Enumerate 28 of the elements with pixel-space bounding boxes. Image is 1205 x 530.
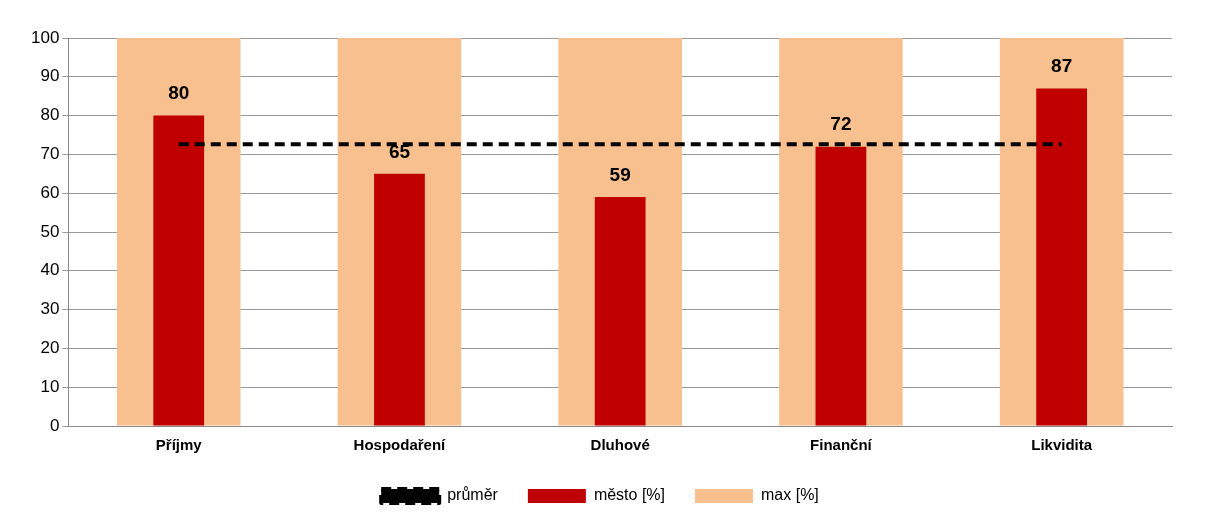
legend-label: max [%] (761, 486, 819, 504)
y-tick-label: 30 (40, 299, 60, 319)
y-tick-label: 60 (40, 182, 60, 202)
x-tick-label: Finanční (810, 436, 873, 454)
y-tick-label: 100 (30, 27, 60, 47)
data-label: 80 (168, 82, 190, 104)
y-tick-label: 20 (40, 338, 60, 358)
bar (153, 115, 205, 426)
y-tick-label: 10 (40, 376, 60, 396)
x-tick-label: Likvidita (1031, 436, 1093, 454)
y-tick-label: 40 (40, 260, 60, 280)
legend-label: průměr (447, 486, 499, 504)
data-label: 59 (609, 163, 631, 185)
y-tick-label: 90 (40, 66, 60, 86)
x-tick-label: Hospodaření (353, 436, 447, 454)
bar (374, 173, 425, 426)
x-tick-label: Příjmy (155, 436, 203, 454)
bar (1036, 88, 1088, 426)
y-tick-label: 50 (40, 221, 60, 241)
data-label: 87 (1051, 55, 1073, 77)
y-tick-label: 70 (40, 144, 60, 164)
x-tick-label: Dluhové (590, 436, 650, 454)
legend-label: město [%] (593, 486, 666, 504)
y-tick-label: 80 (40, 105, 60, 125)
bar (815, 146, 867, 426)
y-tick-label: 0 (49, 415, 60, 435)
bar (594, 197, 646, 426)
data-label: 72 (830, 113, 852, 135)
